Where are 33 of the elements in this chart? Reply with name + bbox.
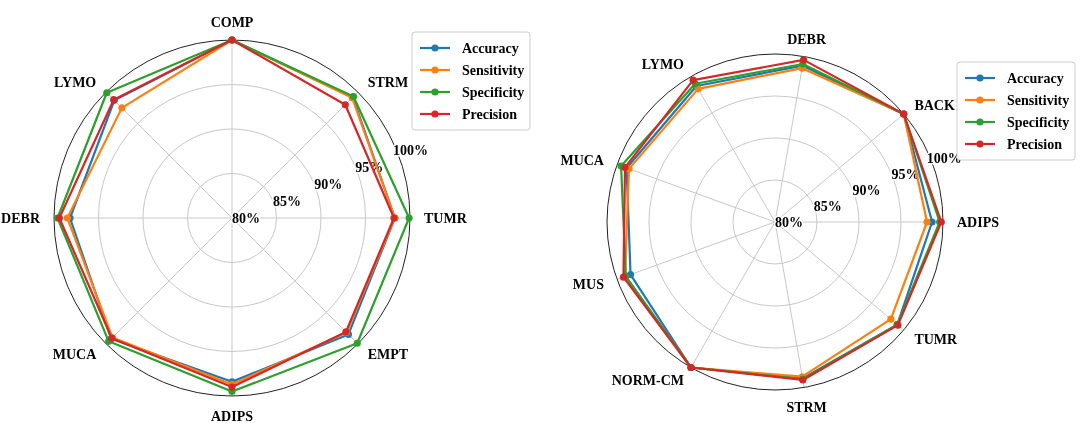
y-tick-label: 80% bbox=[232, 211, 260, 226]
legend-label: Accuracy bbox=[462, 41, 519, 56]
spoke-label: DEBR bbox=[1, 211, 41, 226]
spoke-label: ADIPS bbox=[957, 215, 1000, 230]
y-tick-label: 100% bbox=[392, 142, 428, 158]
spoke-label: LYMO bbox=[641, 57, 685, 73]
legend-label: Sensitivity bbox=[462, 63, 525, 78]
spoke-label: BACK bbox=[914, 98, 955, 114]
spoke-label: MUS bbox=[572, 277, 605, 293]
y-tick-label: 85% bbox=[273, 193, 302, 209]
spoke-label: MUCA bbox=[560, 152, 605, 168]
y-tick-label: 100% bbox=[926, 150, 962, 166]
y-tick-label: 90% bbox=[314, 176, 343, 192]
legend-label: Precision bbox=[462, 107, 518, 122]
spoke-label: EMPT bbox=[367, 346, 409, 362]
y-tick-label: 85% bbox=[813, 198, 842, 214]
spoke-label: TUMR bbox=[914, 331, 959, 347]
legend-label: Sensitivity bbox=[1007, 93, 1070, 108]
legend-label: Specificity bbox=[462, 85, 525, 100]
y-tick-label: 80% bbox=[775, 215, 803, 230]
spoke-label: NORM-CM bbox=[611, 372, 684, 388]
spoke-label: DEBR bbox=[787, 31, 827, 47]
legend-label: Specificity bbox=[1007, 115, 1070, 130]
y-tick-label: 90% bbox=[852, 182, 881, 198]
spoke-label: STRM bbox=[367, 75, 409, 91]
spoke-label: TUMR bbox=[424, 211, 468, 226]
spoke-label: ADIPS bbox=[210, 409, 254, 423]
spoke-label: LYMO bbox=[53, 75, 97, 91]
spoke-label: COMP bbox=[210, 15, 254, 30]
legend-label: Accuracy bbox=[1007, 71, 1064, 86]
spoke-label: MUCA bbox=[52, 346, 98, 362]
spoke-label: STRM bbox=[786, 400, 827, 416]
legend-label: Precision bbox=[1007, 137, 1063, 152]
